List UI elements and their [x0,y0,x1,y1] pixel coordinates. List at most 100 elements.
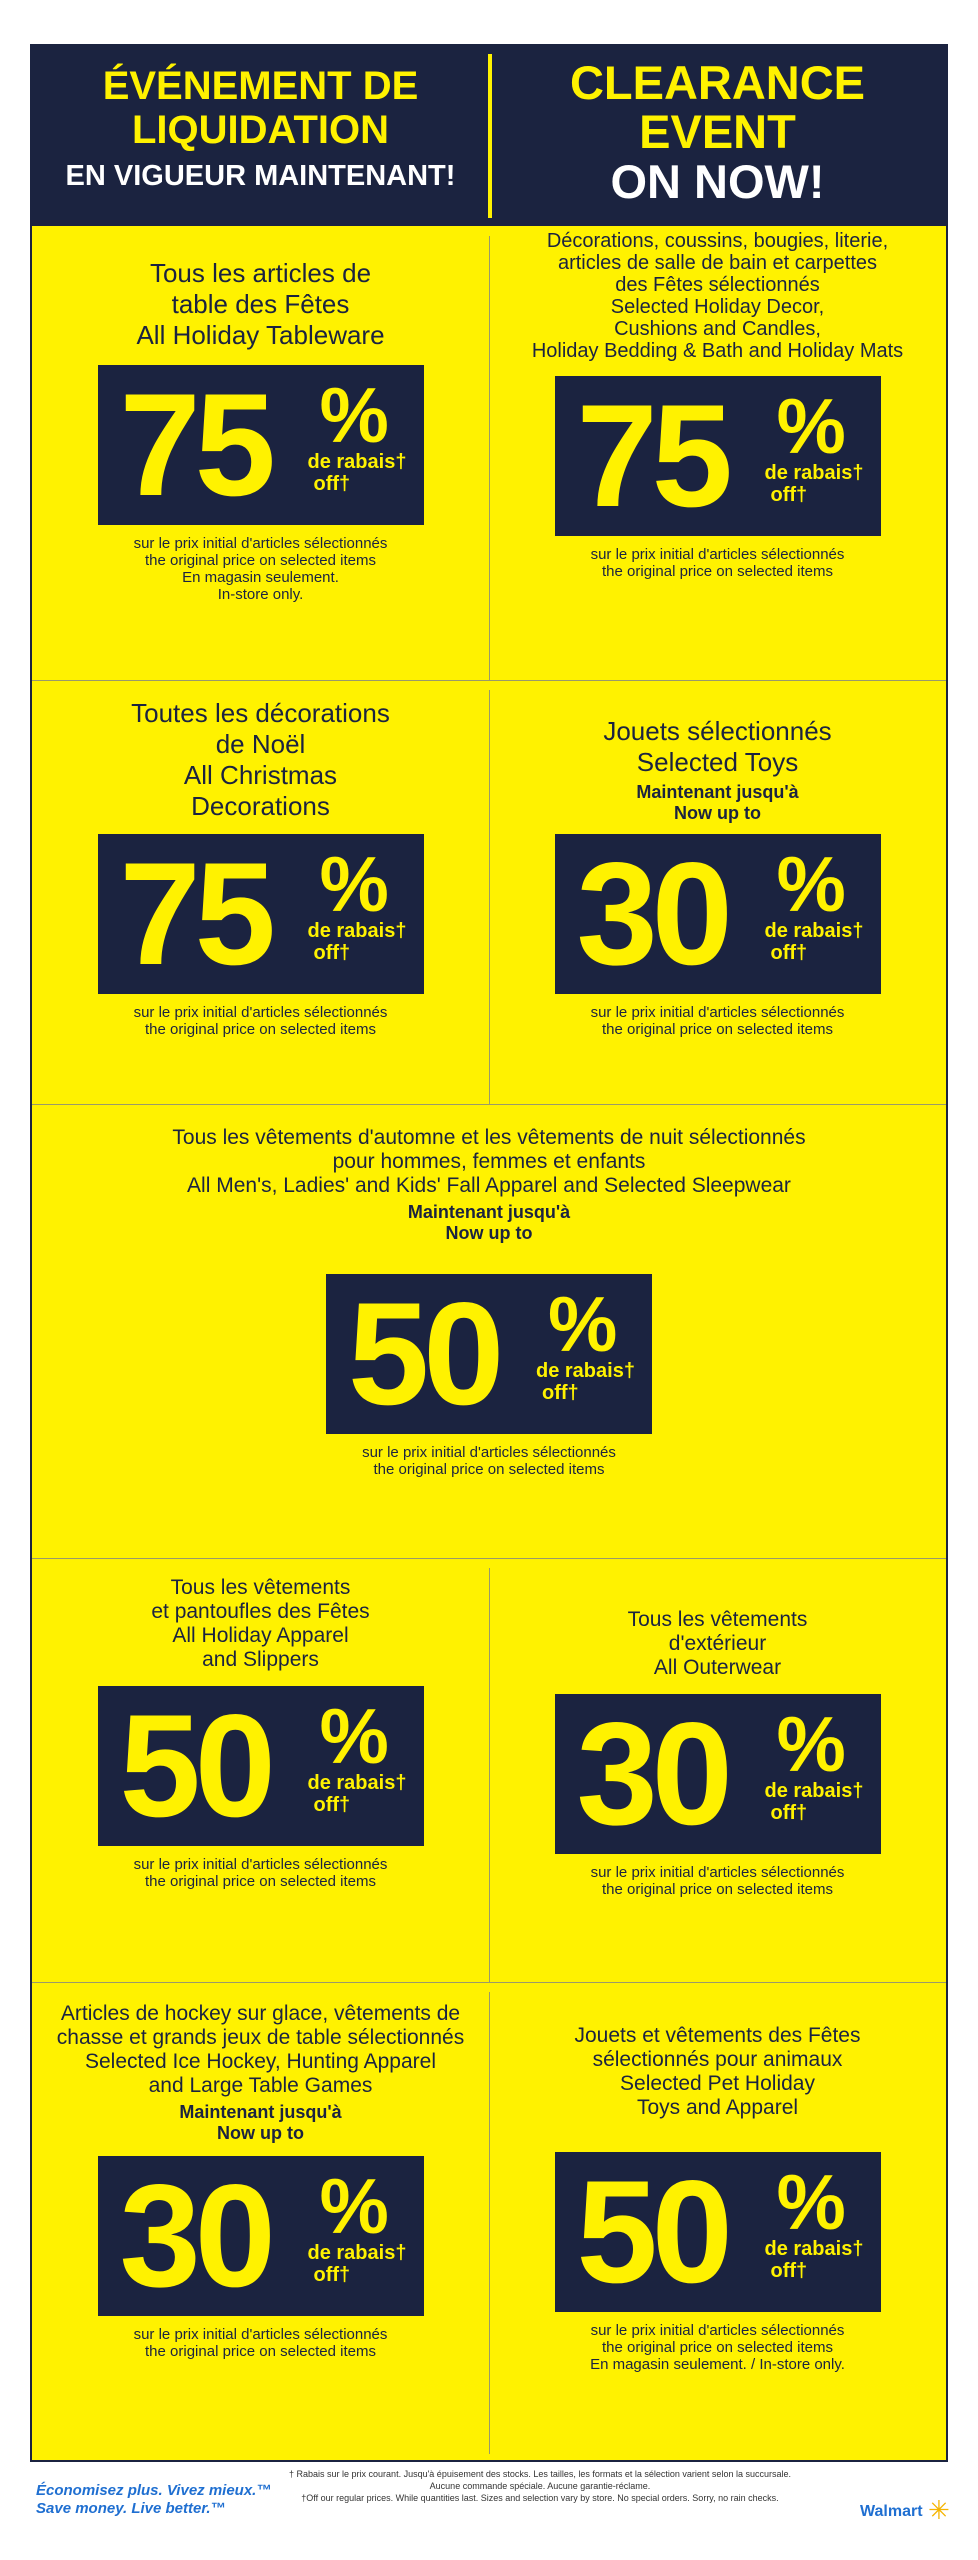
flyer-footer: Économisez plus. Vivez mieux.™ Save mone… [0,2466,978,2560]
deal-title: Jouets sélectionnés Selected Toys [489,716,946,778]
fine-line: the original price on selected items [602,2339,833,2356]
discount-number: 75 [119,832,276,995]
discount-number: 30 [576,1692,733,1855]
deal-fine-print: sur le prix initial d'articles sélection… [32,1856,489,1890]
header-english: CLEARANCE EVENT ON NOW! [489,46,946,226]
title-line: Jouets sélectionnés [603,716,832,746]
deal-holiday-decor: Décorations, coussins, bougies, literie,… [489,230,946,580]
title-line: pour hommes, femmes et enfants [332,1150,646,1173]
title-line: Articles de hockey sur glace, vêtements … [60,2002,461,2025]
fine-line: the original price on selected items [602,563,833,580]
title-line: Tous les vêtements [627,1608,808,1631]
fine-line: the original price on selected items [145,1873,376,1890]
fine-line: the original price on selected items [602,1881,833,1898]
column-divider [489,690,490,1104]
de-rabais-label: de rabais† [307,1772,407,1794]
deal-fine-print: sur le prix initial d'articles sélection… [32,535,489,603]
de-rabais-label: de rabais† [764,920,864,942]
off-label: off† [770,1802,808,1824]
fine-line: sur le prix initial d'articles sélection… [362,1444,616,1461]
percent-sign: % [548,1280,618,1368]
discount-badge: 75 % de rabais† off† [554,376,881,536]
de-rabais-label: de rabais† [764,1780,864,1802]
deal-fine-print: sur le prix initial d'articles sélection… [32,2326,489,2360]
off-label: off† [313,942,351,964]
fine-line: In-store only. [217,586,304,603]
row-divider [32,1104,946,1105]
discount-number: 50 [119,1684,276,1847]
title-line: d'extérieur [668,1632,767,1655]
off-label: off† [313,473,351,495]
fine-line: sur le prix initial d'articles sélection… [133,535,388,552]
deal-fall-apparel: Tous les vêtements d'automne et les vête… [32,1126,946,1478]
discount-badge: 75 % de rabais† off† [97,832,424,995]
discount-number: 75 [119,363,276,526]
off-label: off† [770,484,808,506]
deal-title: Articles de hockey sur glace, vêtements … [32,2002,489,2098]
title-line: and Slippers [202,1648,319,1671]
percent-sign: % [319,2162,389,2250]
fine-line: the original price on selected items [373,1461,605,1478]
up-to-en: Now up to [445,1223,533,1243]
deal-title: Tous les vêtements et pantoufles des Fêt… [32,1576,489,1672]
deal-fine-print: sur le prix initial d'articles sélection… [489,2322,946,2373]
title-line: Selected Holiday Decor, [610,296,825,318]
discount-number: 30 [576,832,733,995]
title-line: de Noël [215,729,306,759]
fine-line: sur le prix initial d'articles sélection… [590,546,845,563]
title-line: Tous les articles de [149,258,372,288]
up-to-fr: Maintenant jusqu'à [179,2102,342,2122]
discount-badge: 50 % de rabais† off† [97,1684,424,1847]
up-to-en: Now up to [674,803,761,823]
percent-sign: % [776,1700,846,1788]
fine-line: sur le prix initial d'articles sélection… [590,1864,845,1881]
header-fr-line2: LIQUIDATION [131,108,389,152]
up-to-label: Maintenant jusqu'à Now up to [32,2102,489,2144]
title-line: Cushions and Candles, [614,318,821,340]
discount-badge: 30 % de rabais† off† [554,1692,881,1855]
title-line: All Men's, Ladies' and Kids' Fall Appare… [187,1174,791,1197]
title-line: and Large Table Games [148,2074,373,2097]
title-line: All Christmas [183,760,338,790]
header-fr-line3: EN VIGUEUR MAINTENANT! [65,160,456,192]
deal-title: Tous les articles de table des Fêtes All… [32,258,489,351]
up-to-fr: Maintenant jusqu'à [636,782,799,802]
up-to-en: Now up to [217,2123,304,2143]
walmart-spark-icon: ✳ [928,2495,950,2525]
header-en-line2: EVENT [639,105,796,158]
title-line: et pantoufles des Fêtes [151,1600,370,1623]
deal-fine-print: sur le prix initial d'articles sélection… [489,1004,946,1038]
deal-title: Décorations, coussins, bougies, literie,… [489,230,946,362]
fine-line: sur le prix initial d'articles sélection… [133,2326,388,2343]
title-line: Holiday Bedding & Bath and Holiday Mats [531,340,904,362]
deal-hockey-hunting-games: Articles de hockey sur glace, vêtements … [32,2002,489,2360]
title-line: table des Fêtes [171,289,350,319]
title-line: Tous les vêtements d'automne et les vête… [172,1126,806,1149]
deal-title: Tous les vêtements d'automne et les vête… [32,1126,946,1198]
walmart-logo-text: Walmart [860,2503,923,2520]
de-rabais-label: de rabais† [536,1360,635,1382]
discount-number: 30 [119,2154,276,2317]
deal-pet-holiday: Jouets et vêtements des Fêtes sélectionn… [489,2024,946,2373]
deal-fine-print: sur le prix initial d'articles sélection… [489,546,946,580]
percent-sign: % [776,2158,846,2246]
deal-holiday-apparel: Tous les vêtements et pantoufles des Fêt… [32,1576,489,1890]
discount-badge: 75 % de rabais† off† [97,363,424,526]
column-divider [489,1568,490,1982]
deal-fine-print: sur le prix initial d'articles sélection… [489,1864,946,1898]
slogan: Économisez plus. Vivez mieux.™ Save mone… [36,2482,271,2518]
fine-line: sur le prix initial d'articles sélection… [133,1856,388,1873]
deal-fine-print: sur le prix initial d'articles sélection… [32,1004,489,1038]
title-line: Tous les vêtements [170,1576,351,1599]
title-line: All Holiday Tableware [136,320,385,350]
up-to-label: Maintenant jusqu'à Now up to [32,1202,946,1244]
deal-outerwear: Tous les vêtements d'extérieur All Outer… [489,1608,946,1898]
off-label: off† [770,942,808,964]
flyer-header: ÉVÉNEMENT DE LIQUIDATION EN VIGUEUR MAIN… [32,46,946,226]
title-line: All Holiday Apparel [172,1624,349,1647]
column-divider [489,1992,490,2454]
legal-line: †Off our regular prices. While quantitie… [301,2493,779,2503]
legal-line: Aucune commande spéciale. Aucune garanti… [429,2481,651,2491]
deal-christmas-decorations: Toutes les décorations de Noël All Chris… [32,698,489,1038]
fine-line: the original price on selected items [602,1021,833,1038]
